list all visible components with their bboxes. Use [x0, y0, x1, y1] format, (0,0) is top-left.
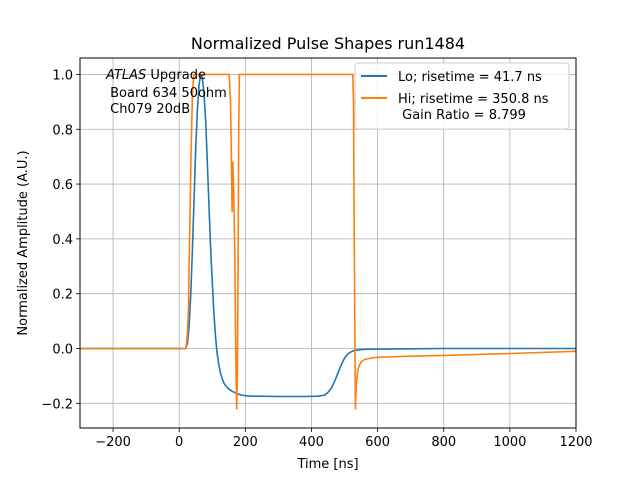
atlas-annotation: ATLAS Upgrade Board 634 50ohm Ch079 20dB: [105, 68, 227, 117]
x-tick-label: 400: [299, 435, 324, 450]
axes-frame: [79, 57, 577, 429]
x-tick-label: 600: [365, 435, 390, 450]
y-tick-label: 0.0: [52, 343, 73, 358]
annotation-line-2: Board 634 50ohm: [106, 86, 227, 101]
legend-label-gain-ratio: Gain Ratio = 8.799: [398, 108, 526, 123]
y-tick-label: 0.2: [52, 288, 73, 303]
x-tick-label: 200: [233, 435, 258, 450]
y-tick-label: 0.8: [52, 123, 73, 138]
x-tick-label: 1200: [559, 435, 592, 450]
series-group: [80, 73, 577, 410]
series-line-lo: [80, 73, 576, 398]
y-tick-label: 0.6: [52, 178, 73, 193]
legend-box: [354, 62, 570, 130]
y-tick-label: −0.2: [41, 397, 73, 412]
annotation-line-1: ATLAS Upgrade: [105, 68, 206, 83]
chart-title: Normalized Pulse Shapes run1484: [191, 34, 465, 53]
legend-label-lo: Lo; risetime = 41.7 ns: [398, 70, 542, 85]
legend: Lo; risetime = 41.7 ns Hi; risetime = 35…: [354, 62, 570, 130]
legend-label-hi: Hi; risetime = 350.8 ns: [398, 92, 549, 107]
annotation-atlas: ATLAS: [105, 68, 146, 83]
y-axis-label: Normalized Amplitude (A.U.): [16, 150, 31, 335]
x-axis-label: Time [ns]: [296, 457, 358, 472]
x-tick-label: 800: [431, 435, 456, 450]
x-tick-label: −200: [95, 435, 131, 450]
y-tick-label: 1.0: [52, 68, 73, 83]
annotation-line-3: Ch079 20dB: [106, 102, 190, 117]
ticks: −200 0 200 400 600 800 1000 1200 −0.2 0.0 0.2 0.4 0.…: [41, 68, 592, 450]
annotation-upgrade: Upgrade: [146, 68, 206, 83]
y-tick-label: 0.4: [52, 233, 73, 248]
x-tick-label: 0: [175, 435, 183, 450]
series-line-hi: [80, 73, 577, 410]
x-tick-label: 1000: [493, 435, 526, 450]
